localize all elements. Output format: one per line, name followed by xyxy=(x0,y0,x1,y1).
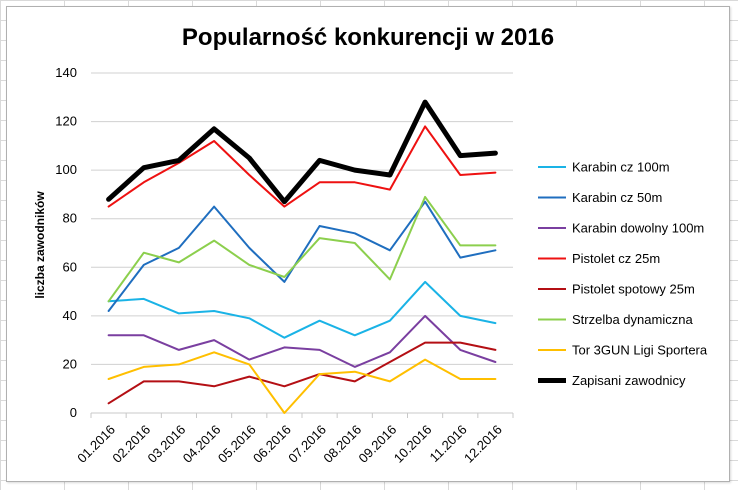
series-line-4 xyxy=(107,125,497,208)
x-tick-label-09.2016: 09.2016 xyxy=(356,422,400,466)
y-tick-label-20: 20 xyxy=(63,356,77,371)
x-tick-label-01.2016: 01.2016 xyxy=(74,422,118,466)
y-tick-label-120: 120 xyxy=(55,114,77,129)
y-tick-label-40: 40 xyxy=(63,308,77,323)
legend-label-6: Strzelba dynamiczna xyxy=(572,312,693,327)
series-line-5 xyxy=(107,341,497,405)
y-tick-label-0: 0 xyxy=(70,405,77,420)
x-tick-label-04.2016: 04.2016 xyxy=(180,422,224,466)
x-tick-label-12.2016: 12.2016 xyxy=(461,422,505,466)
series-line-8 xyxy=(106,99,498,205)
series-line-3 xyxy=(107,314,497,368)
x-tick-label-06.2016: 06.2016 xyxy=(250,422,294,466)
series-line-2 xyxy=(107,200,497,312)
axis-layer: 02040608010012014001.201602.201603.20160… xyxy=(55,65,514,466)
legend-label-1: Karabin cz 100m xyxy=(572,160,670,175)
y-tick-label-140: 140 xyxy=(55,65,77,80)
series-layer xyxy=(106,99,498,414)
grid-layer xyxy=(91,72,513,414)
x-tick-label-03.2016: 03.2016 xyxy=(145,422,189,466)
x-tick-label-05.2016: 05.2016 xyxy=(215,422,259,466)
legend-label-4: Pistolet cz 25m xyxy=(572,251,660,266)
chart-title: Popularność konkurencji w 2016 xyxy=(182,24,554,51)
x-tick-label-02.2016: 02.2016 xyxy=(109,422,153,466)
series-line-1 xyxy=(107,280,497,339)
y-axis-label: liczba zawodników xyxy=(33,191,47,299)
series-line-6 xyxy=(107,195,497,303)
legend-label-5: Pistolet spotowy 25m xyxy=(572,282,695,297)
y-tick-label-60: 60 xyxy=(63,259,77,274)
chart-frame: Popularność konkurencji w 2016 0 20 40 60 80… xyxy=(6,6,730,482)
line-chart: Popularność konkurencji w 2016 0 20 40 60 80… xyxy=(33,24,708,466)
legend-label-2: Karabin cz 50m xyxy=(572,190,662,205)
series-line-7 xyxy=(107,351,497,414)
y-tick-label-100: 100 xyxy=(55,162,77,177)
x-tick-label-08.2016: 08.2016 xyxy=(320,422,364,466)
x-tick-label-10.2016: 10.2016 xyxy=(391,422,435,466)
legend-label-3: Karabin dowolny 100m xyxy=(572,221,704,236)
legend-label-7: Tor 3GUN Ligi Sportera xyxy=(572,343,708,358)
x-tick-label-07.2016: 07.2016 xyxy=(285,422,329,466)
y-tick-label-80: 80 xyxy=(63,211,77,226)
legend: Karabin cz 100m Karabin cz 50m Karabin dow… xyxy=(538,160,708,388)
legend-label-8: Zapisani zawodnicy xyxy=(572,373,686,388)
